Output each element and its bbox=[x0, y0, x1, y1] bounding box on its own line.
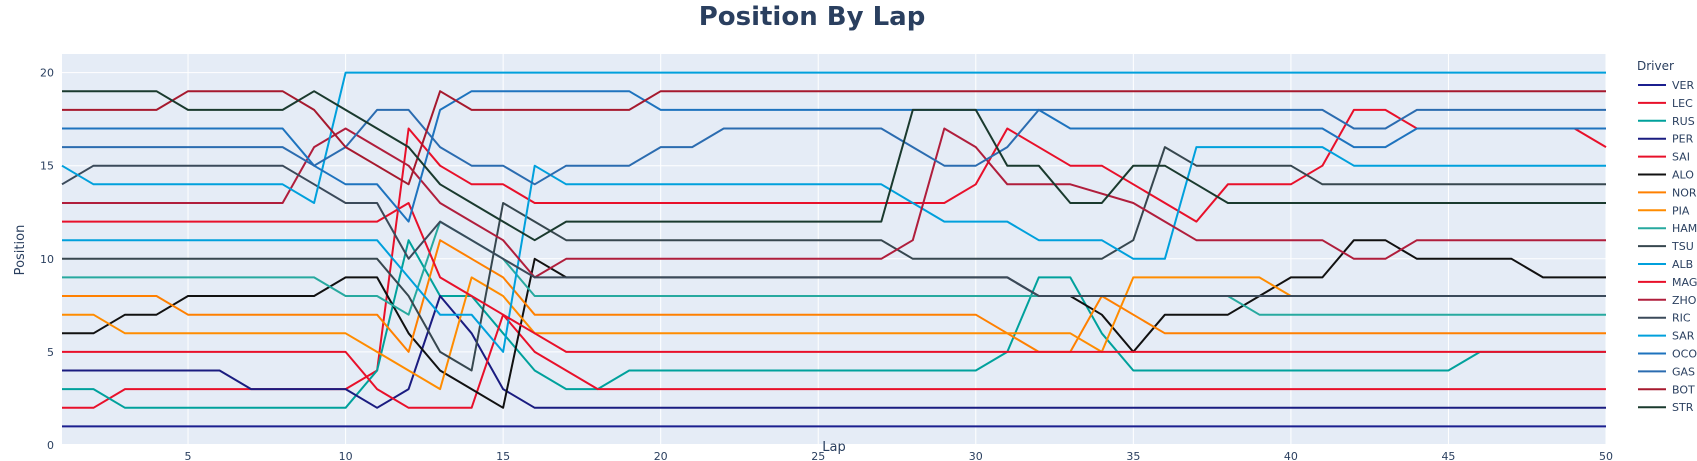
series-line-mag bbox=[62, 202, 1606, 353]
series-line-str bbox=[62, 90, 1606, 242]
legend-label-oco[interactable]: OCO bbox=[1672, 348, 1697, 361]
x-tick-label: 25 bbox=[811, 450, 825, 461]
legend-label-alb[interactable]: ALB bbox=[1672, 258, 1693, 271]
y-axis-ticks: 0 5 10 15 20 bbox=[40, 67, 54, 452]
legend-label-gas[interactable]: GAS bbox=[1672, 365, 1695, 378]
x-axis-label: Lap bbox=[822, 440, 845, 455]
legend-label-ver[interactable]: VER bbox=[1672, 79, 1694, 92]
legend-label-alo[interactable]: ALO bbox=[1672, 169, 1694, 182]
chart-title: Position By Lap bbox=[699, 2, 926, 32]
legend: Driver VER LEC RUS PER SAI ALO NOR PIA HAM TSU ALB… bbox=[1637, 59, 1697, 414]
x-tick-label: 45 bbox=[1441, 450, 1455, 461]
y-axis-label: Position bbox=[13, 225, 28, 276]
legend-label-tsu[interactable]: TSU bbox=[1671, 240, 1694, 253]
legend-label-ric[interactable]: RIC bbox=[1672, 312, 1691, 325]
series-line-alb bbox=[62, 146, 1606, 353]
x-tick-label: 10 bbox=[339, 450, 353, 461]
series-line-gas bbox=[62, 108, 1606, 186]
series-line-bot bbox=[62, 90, 1606, 186]
legend-label-zho[interactable]: ZHO bbox=[1672, 294, 1697, 307]
legend-label-sai[interactable]: SAI bbox=[1672, 151, 1690, 164]
legend-label-rus[interactable]: RUS bbox=[1672, 115, 1695, 128]
legend-label-ham[interactable]: HAM bbox=[1672, 222, 1697, 235]
legend-label-nor[interactable]: NOR bbox=[1672, 186, 1697, 199]
series-line-zho bbox=[62, 127, 1606, 279]
series-line-per bbox=[62, 295, 1606, 409]
y-tick-label: 10 bbox=[40, 253, 54, 266]
y-tick-label: 5 bbox=[47, 346, 54, 359]
legend-label-pia[interactable]: PIA bbox=[1672, 204, 1690, 217]
y-tick-label: 20 bbox=[40, 67, 54, 80]
x-tick-label: 15 bbox=[496, 450, 510, 461]
legend-label-per[interactable]: PER bbox=[1672, 133, 1694, 146]
x-tick-label: 40 bbox=[1284, 450, 1298, 461]
legend-label-bot[interactable]: BOT bbox=[1672, 383, 1695, 396]
x-axis-ticks: 5 10 15 20 25 30 35 40 45 50 bbox=[185, 450, 1613, 461]
series-line-tsu bbox=[62, 146, 1606, 372]
y-tick-label: 15 bbox=[40, 160, 54, 173]
legend-label-lec[interactable]: LEC bbox=[1672, 97, 1693, 110]
x-tick-label: 35 bbox=[1126, 450, 1140, 461]
legend-label-str[interactable]: STR bbox=[1672, 401, 1694, 414]
x-tick-label: 30 bbox=[969, 450, 983, 461]
plot-area bbox=[62, 54, 1606, 445]
series-line-sai bbox=[62, 313, 1606, 409]
y-tick-label: 0 bbox=[47, 439, 54, 452]
series-line-sar bbox=[61, 71, 1606, 204]
legend-title: Driver bbox=[1637, 59, 1674, 73]
x-tick-label: 5 bbox=[185, 450, 192, 461]
legend-label-mag[interactable]: MAG bbox=[1672, 276, 1697, 289]
legend-label-sar[interactable]: SAR bbox=[1672, 330, 1695, 343]
series-line-oco bbox=[62, 90, 1606, 223]
series-line-nor bbox=[62, 239, 1606, 353]
x-tick-label: 20 bbox=[654, 450, 668, 461]
series-line-lec bbox=[62, 108, 1607, 409]
x-tick-label: 50 bbox=[1599, 450, 1613, 461]
series-lines bbox=[61, 71, 1607, 428]
series-line-ric bbox=[61, 164, 1606, 297]
